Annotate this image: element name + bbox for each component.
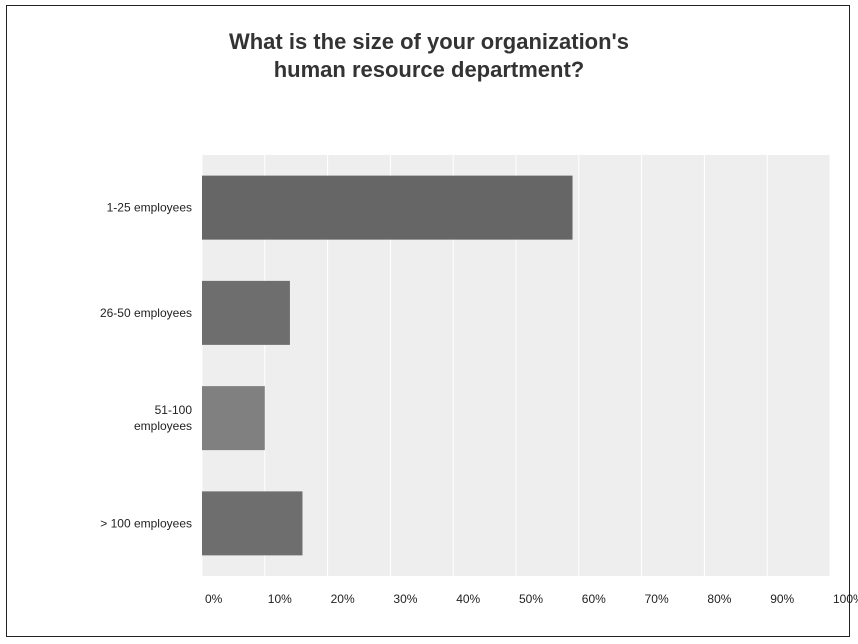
bar (202, 175, 573, 240)
x-tick-label: 40% (456, 592, 480, 606)
bar (202, 280, 290, 345)
x-tick-label: 30% (393, 592, 417, 606)
category-label: 1-25 employees (107, 201, 192, 215)
x-tick-label: 100% (833, 592, 858, 606)
x-tick-label: 90% (770, 592, 794, 606)
x-tick-label: 0% (205, 592, 223, 606)
category-label: 51-100 (155, 403, 193, 417)
x-tick-label: 70% (645, 592, 669, 606)
x-tick-labels: 0% 10% 20% 30% 40% 50% 60% 70% 80% 90% 100% (205, 592, 858, 606)
category-label: employees (134, 419, 192, 433)
category-labels: 1-25 employees 26-50 employees 51-100 emplo… (100, 201, 192, 531)
category-label: > 100 employees (100, 516, 192, 530)
bars (202, 175, 573, 556)
bar (202, 491, 303, 556)
chart-title: What is the size of your organization's … (0, 28, 858, 84)
x-tick-label: 60% (582, 592, 606, 606)
x-tick-label: 80% (707, 592, 731, 606)
x-tick-label: 20% (331, 592, 355, 606)
x-tick-label: 50% (519, 592, 543, 606)
chart-title-line-1: What is the size of your organization's (228, 29, 630, 54)
category-label: 26-50 employees (100, 306, 192, 320)
x-tick-label: 10% (268, 592, 292, 606)
bar (202, 386, 265, 451)
chart-title-line-2: human resource department? (273, 57, 585, 82)
